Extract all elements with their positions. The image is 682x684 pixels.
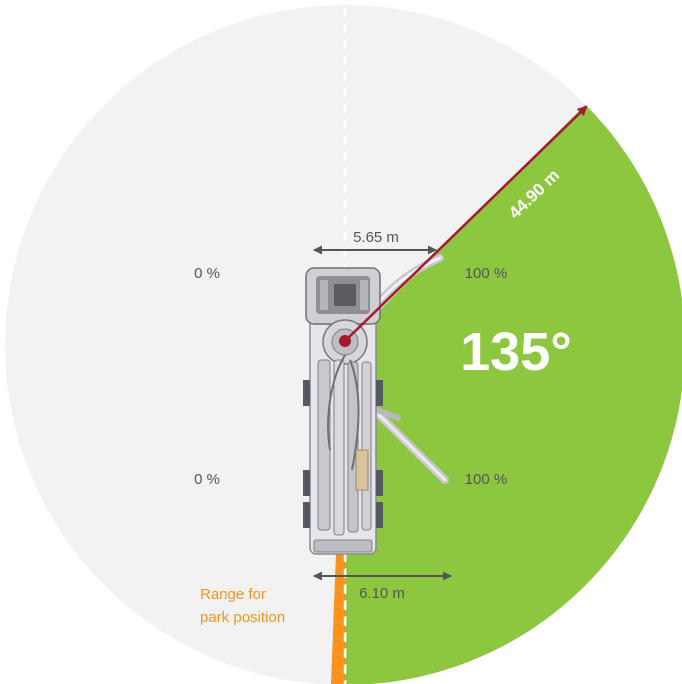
width-top-label: 5.65 m — [353, 229, 399, 246]
boom-arrow-icon — [344, 105, 588, 342]
slewing-center-icon — [339, 335, 351, 347]
outrigger-left-bottom-label: 0 % — [194, 471, 220, 488]
slewing-sector — [345, 104, 682, 684]
park-range-label-line2: park position — [200, 609, 285, 626]
width-bottom-label: 6.10 m — [359, 585, 405, 602]
outrigger-left-top-label: 0 % — [194, 265, 220, 282]
outrigger-right-bottom-label: 100 % — [465, 471, 508, 488]
park-range-label: Range for park position — [200, 586, 285, 626]
outrigger-right-top-label: 100 % — [465, 265, 508, 282]
park-range-band — [331, 553, 345, 684]
slewing-angle-label: 135° — [460, 322, 572, 382]
park-range-label-line1: Range for — [200, 586, 266, 603]
truck-top-view-icon — [303, 267, 383, 555]
